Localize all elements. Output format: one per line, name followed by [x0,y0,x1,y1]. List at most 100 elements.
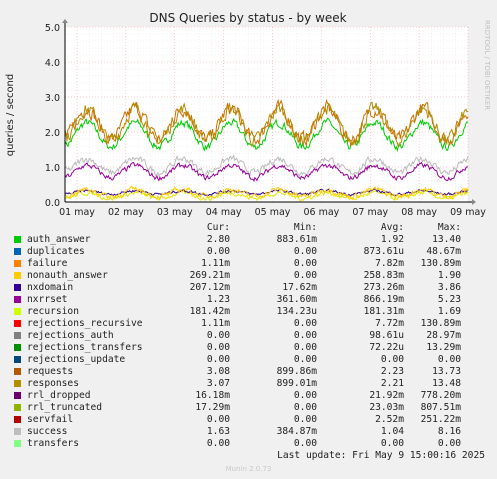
legend-value-max: 807.51m [420,402,461,413]
legend-series-name: nxdomain [27,282,74,293]
legend-value-min: 361.60m [276,294,317,305]
legend-series-name: success [27,426,68,437]
header-min: Min: [293,222,317,233]
legend-value-max: 1.69 [437,306,461,317]
legend-value-avg: 7.82m [375,258,404,269]
legend-value-avg: 23.03m [369,402,404,413]
legend-value-max: 3.86 [437,282,461,293]
legend-series-name: rejections_transfers [27,342,143,353]
legend-value-max: 0.00 [437,354,461,365]
legend-swatch [14,320,21,327]
legend-value-min: 17.62m [282,282,317,293]
legend-value-avg: 98.61u [369,330,404,341]
legend-series-name: failure [27,258,68,269]
legend-value-avg: 21.92m [369,390,404,401]
legend-row-transfers: transfers 0.00 0.00 0.00 0.00 [0,438,497,450]
legend-swatch [14,356,21,363]
legend-value-avg: 1.04 [380,426,404,437]
legend-value-cur: 0.00 [206,354,230,365]
legend-swatch [14,380,21,387]
legend-value-min: 0.00 [293,414,317,425]
legend-value-avg: 7.72m [375,318,404,329]
legend-row-success: success 1.63 384.87m 1.04 8.16 [0,426,497,438]
legend-value-avg: 0.00 [380,438,404,449]
legend-series-name: nxrrset [27,294,68,305]
legend-row-duplicates: duplicates 0.00 0.00 873.61u 48.67m [0,246,497,258]
legend-swatch [14,344,21,351]
legend-value-cur: 1.63 [206,426,230,437]
x-axis-arrow [472,199,476,205]
legend-value-min: 899.86m [276,366,317,377]
legend-value-avg: 2.23 [380,366,404,377]
x-tick-label: 06 may [303,207,339,218]
legend-swatch [14,272,21,279]
legend-value-min: 0.00 [293,354,317,365]
legend-value-avg: 181.31m [363,306,404,317]
legend-value-min: 0.00 [293,342,317,353]
legend-series-name: rrl_dropped [27,390,91,401]
legend-series-name: responses [27,378,79,389]
legend-swatch [14,368,21,375]
legend-value-cur: 17.29m [195,402,230,413]
legend-value-avg: 258.83m [363,270,404,281]
legend-row-auth-answer: auth_answer 2.80 883.61m 1.92 13.40 [0,234,497,246]
legend-value-max: 0.00 [437,438,461,449]
legend-row-nxdomain: nxdomain 207.12m 17.62m 273.26m 3.86 [0,282,497,294]
series-layer [64,98,469,202]
legend-row-rejections-update: rejections_update 0.00 0.00 0.00 0.00 [0,354,497,366]
series-line-nonauth-answer [64,185,469,201]
legend-value-cur: 1.11m [201,258,230,269]
x-tick-label: 05 may [255,207,291,218]
series-line-success [64,154,469,178]
legend-value-avg: 273.26m [363,282,404,293]
legend-swatch [14,248,21,255]
legend-value-cur: 1.23 [206,294,230,305]
legend-swatch [14,332,21,339]
x-tick-label: 07 may [352,207,388,218]
legend-series-name: recursion [27,306,79,317]
legend-value-cur: 0.00 [206,414,230,425]
legend-row-requests: requests 3.08 899.86m 2.23 13.73 [0,366,497,378]
legend-series-name: rejections_recursive [27,318,143,329]
legend-swatch [14,440,21,447]
legend-rows: auth_answer 2.80 883.61m 1.92 13.40 duplicate… [0,234,497,450]
legend-series-name: nonauth_answer [27,270,108,281]
legend-row-recursion: recursion 181.42m 134.23u 181.31m 1.69 [0,306,497,318]
legend-value-min: 0.00 [293,270,317,281]
legend-value-min: 0.00 [293,390,317,401]
legend-value-min: 0.00 [293,330,317,341]
legend-row-rejections-auth: rejections_auth 0.00 0.00 98.61u 28.97m [0,330,497,342]
legend-value-avg: 866.19m [363,294,404,305]
legend-value-avg: 72.22u [369,342,404,353]
legend-value-avg: 2.21 [380,378,404,389]
legend-value-max: 5.23 [437,294,461,305]
legend-value-max: 13.40 [432,234,461,245]
legend-value-cur: 181.42m [189,306,230,317]
legend-swatch [14,416,21,423]
legend-series-name: servfail [27,414,74,425]
legend-value-cur: 1.11m [201,318,230,329]
legend-value-cur: 269.21m [189,270,230,281]
legend-value-min: 0.00 [293,258,317,269]
legend-value-max: 13.29m [426,342,461,353]
legend-value-min: 0.00 [293,318,317,329]
y-tick-label: 1.0 [45,163,60,174]
legend-value-min: 0.00 [293,402,317,413]
legend-value-min: 134.23u [276,306,317,317]
legend-value-cur: 2.80 [206,234,230,245]
legend-swatch [14,284,21,291]
legend-value-cur: 0.00 [206,342,230,353]
legend-row-rejections-recursive: rejections_recursive 1.11m 0.00 7.72m 130.89… [0,318,497,330]
series-line-responses [64,101,469,149]
legend-series-name: rejections_update [27,354,126,365]
legend-series-name: rrl_truncated [27,402,103,413]
legend-swatch [14,296,21,303]
header-max: Max: [437,222,461,233]
legend-value-min: 0.00 [293,438,317,449]
legend-value-cur: 207.12m [189,282,230,293]
y-axis-label: queries / second [5,74,16,156]
legend-series-name: auth_answer [27,234,91,245]
legend-swatch [14,392,21,399]
x-tick-label: 03 may [157,207,193,218]
legend-value-max: 1.90 [437,270,461,281]
